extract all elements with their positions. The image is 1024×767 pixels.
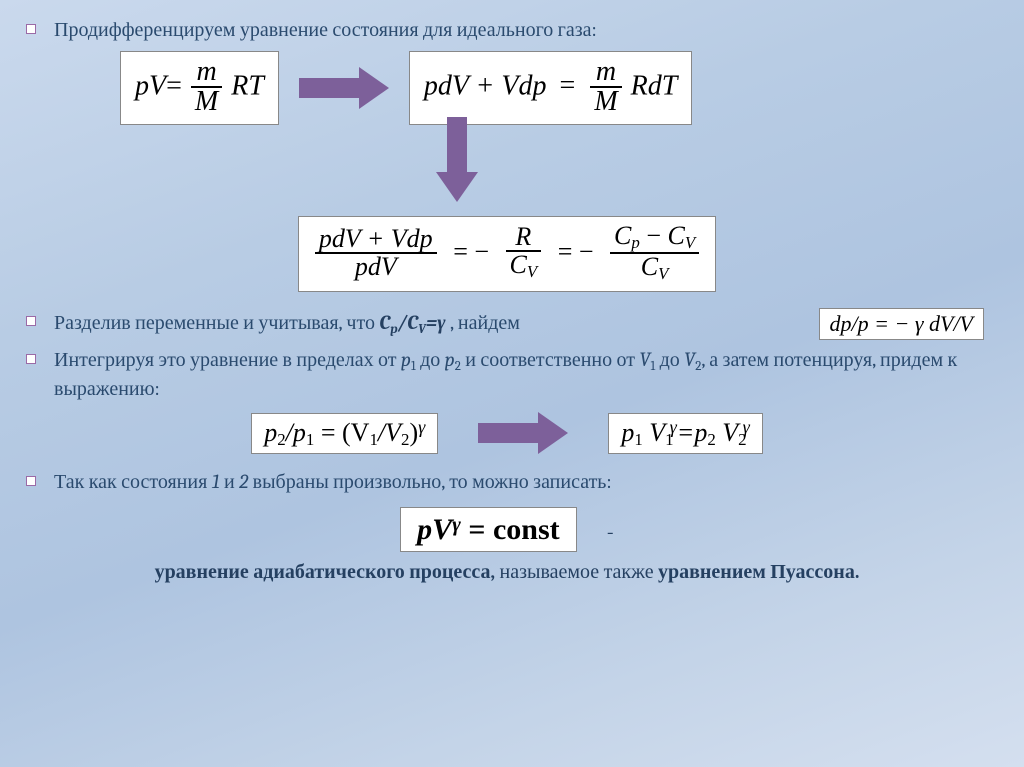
bullet-icon	[26, 476, 36, 486]
bullet-1-text: Продифференцируем уравнение состояния дл…	[54, 16, 994, 43]
equation-differential: pdV + Vdp = m M RdT	[409, 51, 692, 125]
bullet-icon	[26, 354, 36, 364]
caption: уравнение адиабатического процесса, назы…	[60, 558, 954, 585]
equation-row-4: p2/p1 = (V1/V2)γ p1 V1γ=p2 V2γ	[20, 412, 994, 454]
equation-p2p1: p2/p1 = (V1/V2)γ	[251, 413, 438, 454]
slide-content: Продифференцируем уравнение состояния дл…	[0, 0, 1024, 597]
bullet-2: Разделив переменные и учитывая, что Cp/C…	[20, 308, 994, 340]
equation-ideal-gas: pV= m M RT	[120, 51, 279, 125]
bullet-3: Интегрируя это уравнение в пределах от p…	[20, 346, 994, 403]
bullet-1: Продифференцируем уравнение состояния дл…	[20, 16, 994, 43]
arrow-right-icon	[299, 67, 389, 109]
bullet-icon	[26, 24, 36, 34]
arrow-right-icon	[478, 412, 568, 454]
equation-fraction: pdV + Vdp pdV = − R CV = − Cp − CV CV	[298, 216, 716, 292]
equation-row-1: pV= m M RT pdV + Vdp = m M RdT	[120, 51, 994, 125]
equation-p1v1-p2v2: p1 V1γ=p2 V2γ	[608, 413, 762, 454]
bullet-icon	[26, 316, 36, 326]
dash: -	[607, 519, 614, 545]
bullet-4: Так как состояния 1 и 2 выбраны произвол…	[20, 468, 994, 495]
bullet-4-text: Так как состояния 1 и 2 выбраны произвол…	[54, 468, 994, 495]
bullet-3-text: Интегрируя это уравнение в пределах от p…	[54, 346, 994, 403]
equation-row-final: pVγ = const -	[20, 507, 994, 552]
arrow-down-row	[80, 127, 994, 202]
equation-row-3: pdV + Vdp pdV = − R CV = − Cp − CV CV	[20, 216, 994, 292]
arrow-down-icon	[436, 117, 478, 202]
equation-poisson: pVγ = const	[400, 507, 577, 552]
equation-dp-dv: dp/p = − γ dV/V	[819, 308, 984, 340]
bullet-2-text: Разделив переменные и учитывая, что Cp/C…	[54, 308, 994, 340]
